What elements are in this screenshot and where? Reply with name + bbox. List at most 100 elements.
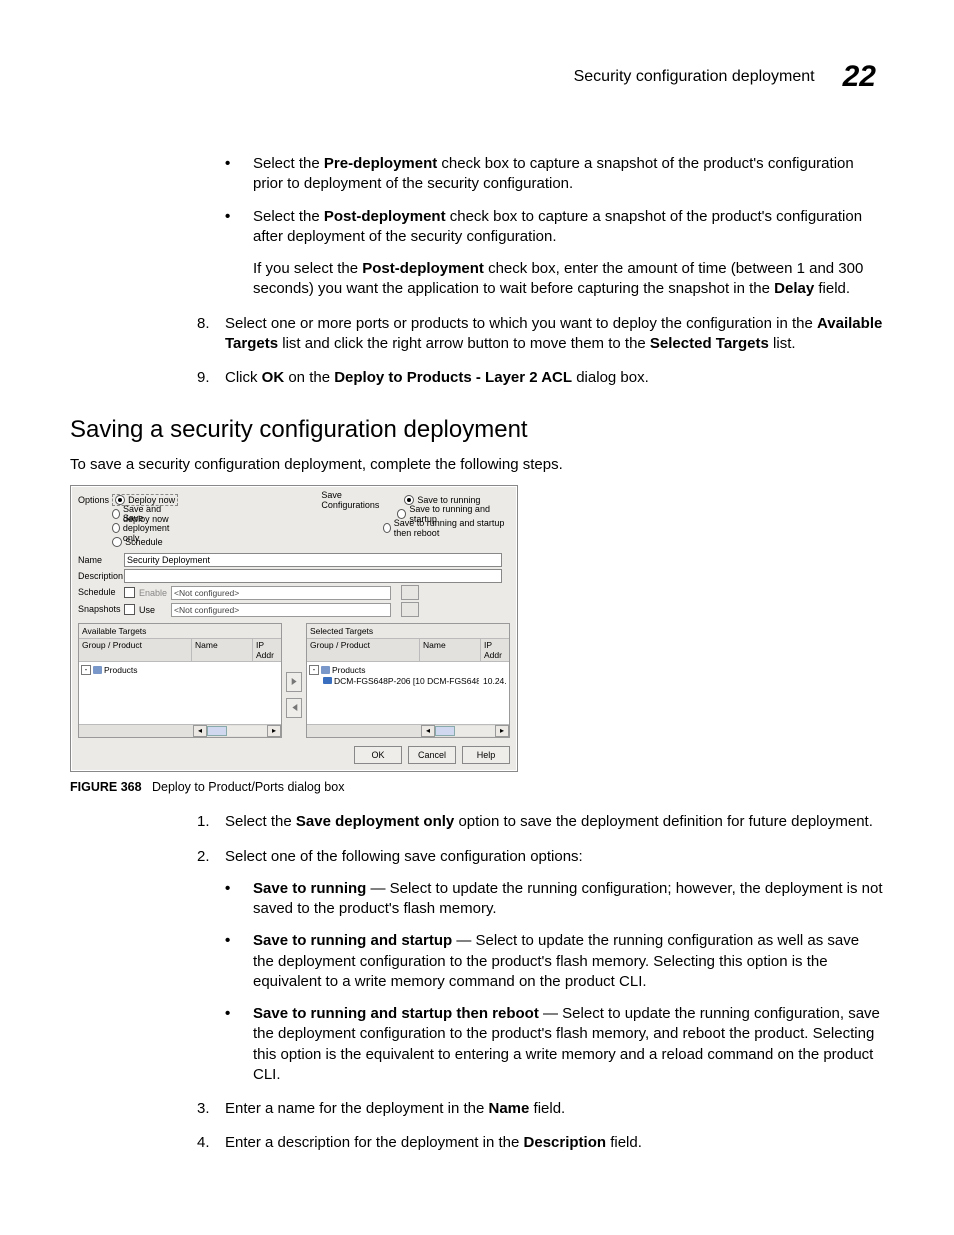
text: Select the (225, 813, 296, 830)
tree-collapse-icon[interactable]: - (81, 665, 91, 675)
snapshots-config-display: <Not configured> (171, 603, 391, 617)
figure-label: FIGURE 368 (70, 780, 142, 794)
selected-targets-box: Selected Targets Group / Product Name IP… (306, 623, 510, 738)
text: field. (814, 280, 850, 297)
list-item: 8. Select one or more ports or products … (225, 314, 884, 355)
schedule-label: Schedule (78, 585, 124, 597)
device-icon (323, 677, 332, 684)
text: Enter a name for the deployment in the (225, 1100, 489, 1117)
bold-term: Save to running (253, 880, 366, 897)
col-name: Name (420, 639, 481, 661)
bold-term: Save to running and startup then reboot (253, 1005, 539, 1022)
radio-save-only[interactable]: Save deployment only (112, 521, 187, 535)
snapshots-use-checkbox[interactable] (124, 604, 135, 615)
available-targets-tree[interactable]: - Products (79, 662, 281, 724)
bold-term: Selected Targets (650, 335, 769, 352)
selected-device-label: DCM-FGS648P-206 [10 DCM-FGS648P-206 (334, 676, 479, 686)
step-number: 9. (197, 368, 210, 388)
chapter-number: 22 (843, 60, 876, 94)
tree-root-label: Products (332, 665, 366, 675)
list-item: Save to running and startup then reboot … (225, 1004, 884, 1085)
figure-caption: FIGURE 368 Deploy to Product/Ports dialo… (70, 780, 884, 794)
radio-icon (112, 509, 120, 519)
bold-term: Description (524, 1134, 607, 1151)
radio-icon (112, 523, 120, 533)
move-left-button[interactable] (286, 698, 302, 718)
folder-icon (321, 666, 330, 674)
horizontal-scrollbar[interactable]: ◂ ▸ (307, 724, 509, 737)
move-right-button[interactable] (286, 672, 302, 692)
schedule-enable-label: Enable (139, 588, 167, 598)
chevron-left-icon (291, 703, 298, 712)
selected-targets-tree[interactable]: - Products DCM-FGS648P-206 [10 DCM-FGS64… (307, 662, 509, 724)
text: If you select the (253, 260, 362, 277)
ok-button[interactable]: OK (354, 746, 402, 764)
section-heading: Saving a security configuration deployme… (70, 416, 884, 444)
radio-icon (112, 537, 122, 547)
text: list and click the right arrow button to… (278, 335, 650, 352)
text: Enter a description for the deployment i… (225, 1134, 524, 1151)
snapshots-config-button[interactable] (401, 602, 419, 617)
available-targets-title: Available Targets (79, 624, 281, 638)
text: field. (606, 1134, 642, 1151)
bold-term: Save deployment only (296, 813, 454, 830)
scroll-right-icon[interactable]: ▸ (495, 725, 509, 737)
available-targets-box: Available Targets Group / Product Name I… (78, 623, 282, 738)
step-number: 3. (197, 1099, 210, 1119)
section-intro: To save a security configuration deploym… (70, 456, 884, 473)
text: Click (225, 369, 262, 386)
step-number: 8. (197, 314, 210, 334)
chevron-right-icon (291, 677, 298, 686)
bold-term: Save to running and startup (253, 932, 452, 949)
numbered-list-top: 8. Select one or more ports or products … (225, 314, 884, 389)
schedule-enable-checkbox[interactable] (124, 587, 135, 598)
bold-term: Pre-deployment (324, 155, 437, 172)
list-item: 2. Select one of the following save conf… (225, 847, 884, 1086)
step-number: 4. (197, 1133, 210, 1153)
scroll-left-icon[interactable]: ◂ (421, 725, 435, 737)
table-header: Group / Product Name IP Addr (307, 638, 509, 662)
bold-term: Delay (774, 280, 814, 297)
options-label: Options (78, 493, 112, 505)
schedule-config-button[interactable] (401, 585, 419, 600)
list-item: Save to running — Select to update the r… (225, 879, 884, 920)
name-input[interactable] (124, 553, 502, 567)
list-item: 4. Enter a description for the deploymen… (225, 1133, 884, 1153)
tree-collapse-icon[interactable]: - (309, 665, 319, 675)
step-number: 1. (197, 812, 210, 832)
schedule-config-display: <Not configured> (171, 586, 391, 600)
description-label: Description (78, 569, 124, 581)
bold-term: Post-deployment (362, 260, 484, 277)
list-item: Select the Post-deployment check box to … (225, 207, 884, 300)
list-item: Select the Pre-deployment check box to c… (225, 154, 884, 195)
top-bullet-list: Select the Pre-deployment check box to c… (225, 154, 884, 300)
paragraph: If you select the Post-deployment check … (253, 259, 884, 300)
name-label: Name (78, 553, 124, 565)
snapshots-label: Snapshots (78, 602, 124, 614)
numbered-steps: 1. Select the Save deployment only optio… (225, 812, 884, 1153)
save-configurations-label: Save Configurations (321, 490, 401, 510)
text: list. (769, 335, 796, 352)
tree-root-label: Products (104, 665, 138, 675)
bold-term: Deploy to Products - Layer 2 ACL (334, 369, 572, 386)
save-options-list: Save to running — Select to update the r… (225, 879, 884, 1085)
bold-term: Name (489, 1100, 530, 1117)
text: dialog box. (572, 369, 649, 386)
col-ip-addr: IP Addr (481, 639, 509, 661)
radio-save-running-startup-reboot[interactable]: Save to running and startup then reboot (394, 518, 510, 538)
selected-device-ip: 10.24. (483, 676, 507, 686)
list-item: Save to running and startup — Select to … (225, 931, 884, 992)
scroll-right-icon[interactable]: ▸ (267, 725, 281, 737)
cancel-button[interactable]: Cancel (408, 746, 456, 764)
horizontal-scrollbar[interactable]: ◂ ▸ (79, 724, 281, 737)
page-header: Security configuration deployment 22 (70, 60, 884, 94)
radio-icon (383, 523, 391, 533)
text: Select the (253, 208, 324, 225)
header-title: Security configuration deployment (574, 68, 815, 86)
bold-term: OK (262, 369, 285, 386)
text: option to save the deployment definition… (454, 813, 873, 830)
description-input[interactable] (124, 569, 502, 583)
list-item: 1. Select the Save deployment only optio… (225, 812, 884, 832)
help-button[interactable]: Help (462, 746, 510, 764)
scroll-left-icon[interactable]: ◂ (193, 725, 207, 737)
